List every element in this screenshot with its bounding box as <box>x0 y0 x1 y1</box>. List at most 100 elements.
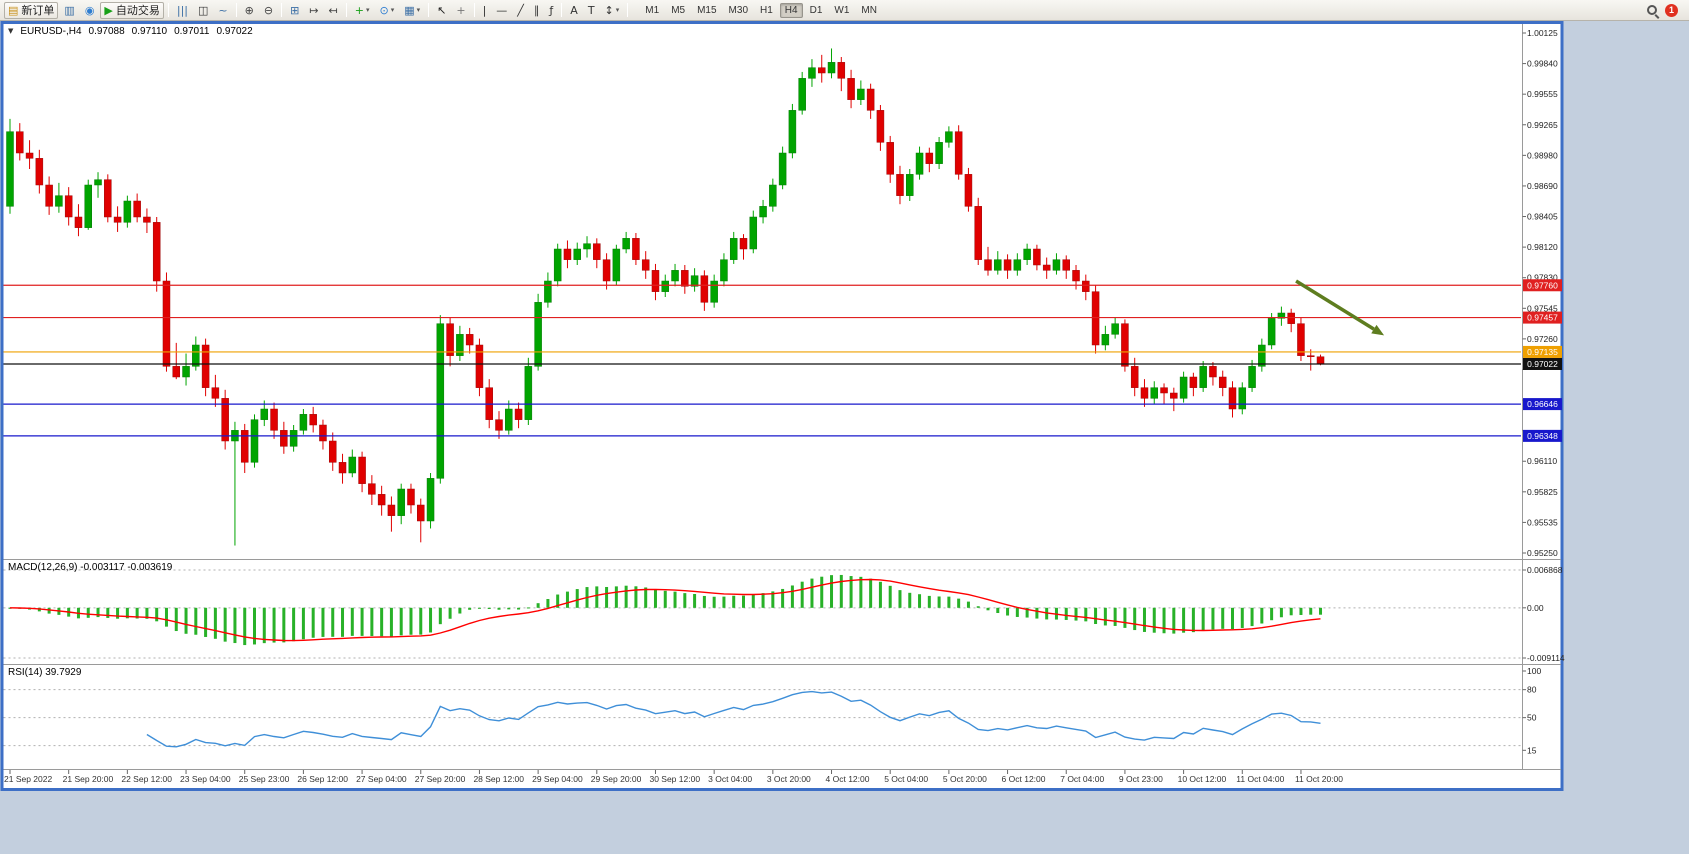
indicators-icon: + <box>354 3 364 17</box>
caret-icon: ▾ <box>390 6 395 14</box>
svg-text:30 Sep 12:00: 30 Sep 12:00 <box>649 774 700 784</box>
svg-text:0.97022: 0.97022 <box>1527 359 1558 369</box>
svg-text:11 Oct 20:00: 11 Oct 20:00 <box>1295 774 1343 784</box>
svg-text:3 Oct 04:00: 3 Oct 04:00 <box>708 774 752 784</box>
toolbar-separator <box>561 3 563 17</box>
arrows-button[interactable]: ↕ ▾ <box>601 2 624 19</box>
notification-badge[interactable]: 1 <box>1665 3 1678 17</box>
svg-text:0.96110: 0.96110 <box>1527 456 1557 466</box>
svg-text:0.006868: 0.006868 <box>1527 565 1563 575</box>
horizontal-line-button[interactable]: — <box>492 2 511 19</box>
svg-text:0.97457: 0.97457 <box>1527 313 1558 323</box>
svg-text:0.95825: 0.95825 <box>1527 487 1558 497</box>
timeframe-d1-button[interactable]: D1 <box>809 4 823 16</box>
trendline-icon: ╱ <box>517 3 524 17</box>
svg-text:15: 15 <box>1527 745 1537 755</box>
caret-icon: ▾ <box>416 6 421 14</box>
cursor-button[interactable]: ↖ <box>433 2 450 19</box>
timeframe-m30-button[interactable]: M30 <box>728 4 748 16</box>
svg-text:22 Sep 12:00: 22 Sep 12:00 <box>121 774 172 784</box>
svg-text:26 Sep 12:00: 26 Sep 12:00 <box>297 774 348 784</box>
svg-text:0.97135: 0.97135 <box>1527 347 1558 357</box>
svg-text:0.98405: 0.98405 <box>1527 212 1558 222</box>
svg-text:0.00: 0.00 <box>1527 603 1544 613</box>
periods-button[interactable]: ⊙ ▾ <box>375 2 398 19</box>
arrows-icon: ↕ <box>604 3 614 17</box>
timeframe-h1-button[interactable]: H1 <box>760 4 773 16</box>
label-button[interactable]: T <box>584 2 599 19</box>
fibonacci-button[interactable]: ƒ <box>545 2 557 19</box>
channel-button[interactable]: ∥ <box>530 2 544 19</box>
channel-icon: ∥ <box>533 3 540 17</box>
new-order-button[interactable]: ▤ 新订单 <box>4 1 59 19</box>
svg-text:0.99265: 0.99265 <box>1527 120 1558 130</box>
tile-windows-button[interactable]: ⊞ <box>286 2 303 19</box>
window-menu-icon[interactable]: ▼ <box>8 27 14 35</box>
svg-text:1.00125: 1.00125 <box>1527 28 1558 38</box>
line-chart-icon: ~ <box>218 3 228 17</box>
svg-text:0.99555: 0.99555 <box>1527 89 1558 99</box>
autotrade-button[interactable]: ▶ 自动交易 <box>100 1 164 19</box>
search-icon[interactable] <box>1647 5 1657 15</box>
svg-text:11 Oct 04:00: 11 Oct 04:00 <box>1236 774 1284 784</box>
open-value: 0.97088 <box>88 26 125 37</box>
timeframe-m1-button[interactable]: M1 <box>645 4 660 16</box>
new-order-icon: ▤ <box>8 3 19 17</box>
line-chart-button[interactable]: ~ <box>214 2 231 19</box>
chart-shift-icon: ↤ <box>328 3 338 17</box>
toolbar-right: 1 <box>1647 3 1686 17</box>
macd-label: MACD(12,26,9) -0.003117 -0.003619 <box>8 562 173 573</box>
auto-scroll-button[interactable]: ↦ <box>305 2 322 19</box>
bar-chart-button[interactable]: ||| <box>173 2 192 19</box>
svg-text:23 Sep 04:00: 23 Sep 04:00 <box>180 774 231 784</box>
text-button[interactable]: A <box>566 2 582 19</box>
indicators-button[interactable]: + ▾ <box>351 2 374 19</box>
bar-chart-icon: ||| <box>176 3 189 17</box>
zoom-out-button[interactable]: ⊖ <box>260 2 277 19</box>
svg-text:-0.009114: -0.009114 <box>1527 653 1565 663</box>
zoom-in-button[interactable]: ⊕ <box>241 2 258 19</box>
svg-text:21 Sep 2022: 21 Sep 2022 <box>4 774 52 784</box>
fibonacci-icon: ƒ <box>549 3 554 17</box>
label-icon: T <box>587 3 595 17</box>
svg-text:0.97830: 0.97830 <box>1527 273 1558 283</box>
tile-windows-icon: ⊞ <box>290 3 300 17</box>
svg-text:4 Oct 12:00: 4 Oct 12:00 <box>826 774 870 784</box>
toolbar-separator <box>235 3 237 17</box>
crosshair-button[interactable]: + <box>452 2 469 19</box>
timeframe-w1-button[interactable]: W1 <box>834 4 850 16</box>
rsi-label: RSI(14) 39.7929 <box>8 667 82 678</box>
new-order-button-label: 新订单 <box>21 5 55 17</box>
vertical-line-icon: | <box>482 3 487 17</box>
timeframe-h4-button[interactable]: H4 <box>779 2 803 18</box>
svg-text:0.96348: 0.96348 <box>1527 431 1558 441</box>
trendline-button[interactable]: ╱ <box>513 2 528 19</box>
caret-icon: ▾ <box>365 6 370 14</box>
svg-text:0.97760: 0.97760 <box>1527 280 1558 290</box>
timeframe-m5-button[interactable]: M5 <box>671 4 686 16</box>
toolbar-separator <box>428 3 430 17</box>
svg-text:7 Oct 04:00: 7 Oct 04:00 <box>1060 774 1104 784</box>
autotrade-icon: ▶ <box>104 3 113 17</box>
chart-window-button[interactable]: ▥ <box>60 2 78 19</box>
market-watch-button[interactable]: ◉ <box>81 2 99 19</box>
horizontal-line-icon: — <box>496 3 508 17</box>
vertical-line-button[interactable]: | <box>479 2 491 19</box>
text-icon: A <box>570 3 578 17</box>
svg-text:0.95535: 0.95535 <box>1527 517 1558 527</box>
svg-text:21 Sep 20:00: 21 Sep 20:00 <box>63 774 114 784</box>
chart-shift-button[interactable]: ↤ <box>325 2 342 19</box>
high-value: 0.97110 <box>131 26 168 37</box>
ohlc-info: ▼ EURUSD-,H4 0.97088 0.97110 0.97011 0.97022 <box>8 26 260 37</box>
candlestick-button[interactable]: ◫ <box>194 2 212 19</box>
templates-button[interactable]: ▦ ▾ <box>400 2 424 19</box>
svg-text:0.95250: 0.95250 <box>1527 548 1558 558</box>
symbol-timeframe: EURUSD-,H4 <box>20 26 82 37</box>
timeframe-m15-button[interactable]: M15 <box>697 4 717 16</box>
timeframe-mn-button[interactable]: MN <box>861 4 877 16</box>
timeframe-buttons: M1 M5 M15 M30 H1 H4 D1 W1 MN <box>639 2 883 18</box>
cursor-icon: ↖ <box>437 3 447 17</box>
svg-text:6 Oct 12:00: 6 Oct 12:00 <box>1002 774 1046 784</box>
toolbar-separator <box>627 3 629 17</box>
